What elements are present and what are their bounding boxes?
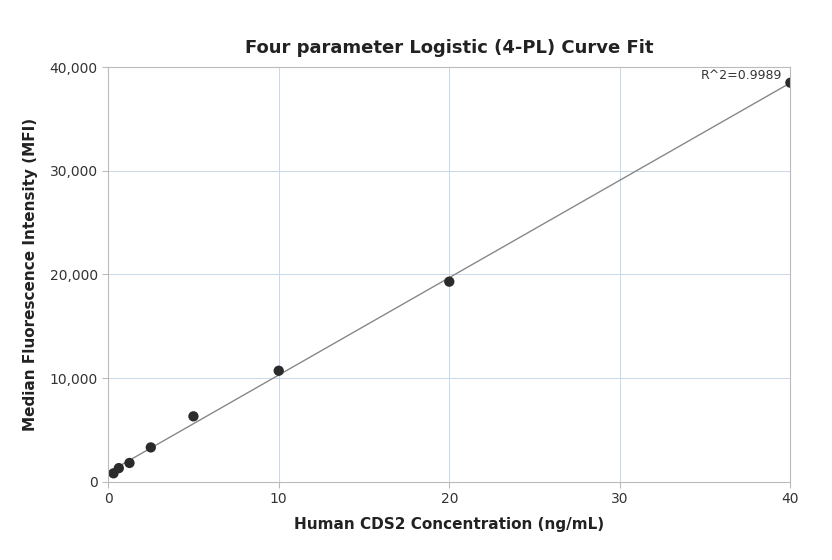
X-axis label: Human CDS2 Concentration (ng/mL): Human CDS2 Concentration (ng/mL)	[295, 517, 604, 532]
Text: R^2=0.9989: R^2=0.9989	[701, 69, 782, 82]
Y-axis label: Median Fluorescence Intensity (MFI): Median Fluorescence Intensity (MFI)	[23, 118, 38, 431]
Point	[186, 412, 201, 421]
Point	[112, 464, 126, 473]
Point	[123, 459, 136, 468]
Point	[272, 366, 285, 375]
Point	[784, 78, 797, 87]
Point	[144, 443, 157, 452]
Point	[443, 277, 456, 286]
Title: Four parameter Logistic (4-PL) Curve Fit: Four parameter Logistic (4-PL) Curve Fit	[245, 39, 653, 57]
Point	[106, 469, 120, 478]
